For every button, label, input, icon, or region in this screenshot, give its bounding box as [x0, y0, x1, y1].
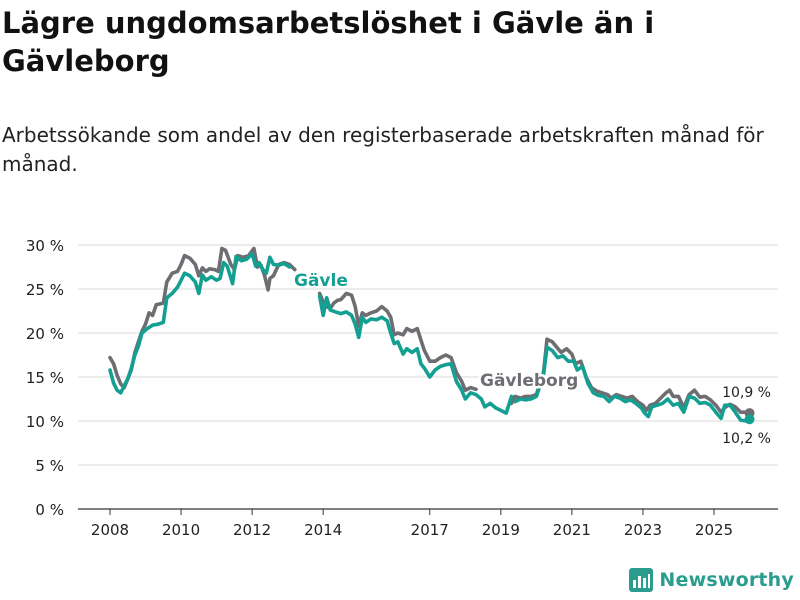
y-tick-label: 25 % [26, 281, 64, 299]
grid-lines [78, 244, 778, 510]
x-tick-label: 2019 [482, 521, 520, 539]
end-value-gavle: 10,2 % [722, 431, 771, 447]
end-value-gavleborg-halo: 10,9 % [722, 385, 771, 401]
end-value-gavleborg: 10,9 % [722, 385, 771, 401]
series-label-gavle: Gävle [294, 271, 348, 291]
series-line-g-vleborg [509, 337, 752, 415]
chart-subtitle: Arbetssökande som andel av den registerb… [2, 123, 764, 176]
x-tick-label: 2014 [304, 521, 342, 539]
end-value-gavle-halo: 10,2 % [722, 431, 771, 447]
x-tick-label: 2008 [91, 521, 129, 539]
y-tick-label: 0 % [35, 501, 64, 519]
x-tick-label: 2021 [553, 521, 591, 539]
series-label-gavle-halo: Gävle [294, 271, 348, 291]
x-tick-label: 2025 [695, 521, 733, 539]
brand-logo[interactable]: Newsworthy [629, 568, 794, 592]
series-label-gavleborg: Gävleborg [480, 371, 578, 391]
x-tick-label: 2010 [162, 521, 200, 539]
axes: 0 % 5 % 10 % 15 % 20 % 25 % 30 % 2008 2010 2012 20… [26, 237, 733, 539]
series-lines [108, 246, 755, 425]
series-line-g-vle [317, 294, 514, 415]
series-line-g-vle [108, 252, 292, 395]
x-tick-label: 2017 [411, 521, 449, 539]
brand-name: Newsworthy [659, 569, 794, 591]
y-tick-label: 30 % [26, 237, 64, 255]
y-tick-label: 15 % [26, 369, 64, 387]
end-point-g-vle [744, 414, 755, 425]
y-tick-label: 20 % [26, 325, 64, 343]
y-tick-label: 5 % [35, 457, 64, 475]
chart-title: Lägre ungdomsarbetslöshet i Gävle än i G… [2, 6, 655, 78]
series-line-g-vle [513, 345, 752, 423]
series-label-gavleborg-halo: Gävleborg [480, 371, 578, 391]
series-line-g-vleborg [317, 291, 478, 393]
x-tick-label: 2023 [624, 521, 662, 539]
y-tick-label: 10 % [26, 413, 64, 431]
x-tick-label: 2012 [233, 521, 271, 539]
newsworthy-logo-icon [629, 568, 654, 592]
